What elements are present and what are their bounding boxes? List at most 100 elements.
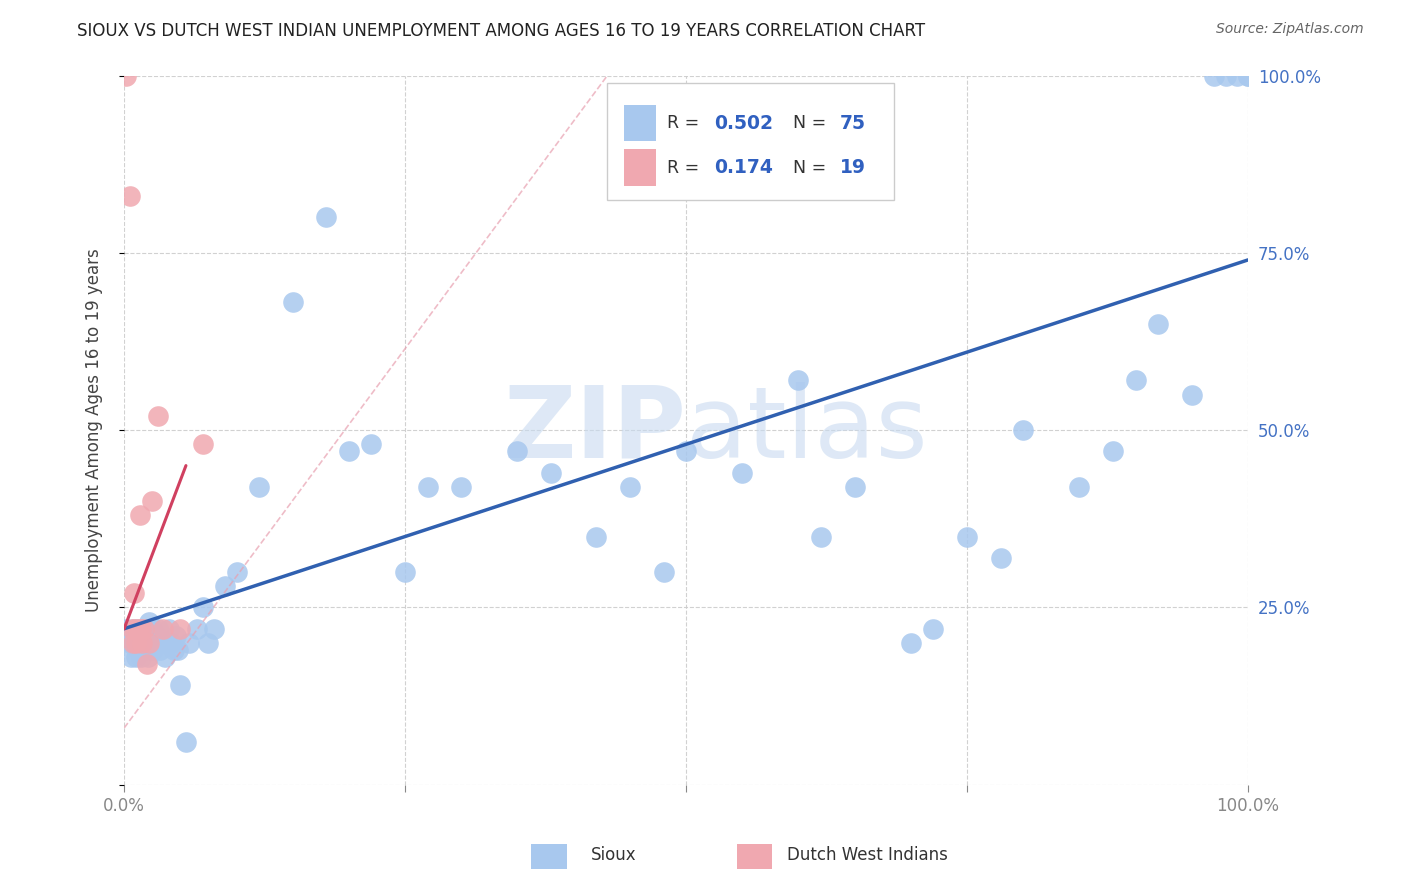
Point bbox=[186, 622, 208, 636]
Point bbox=[124, 622, 146, 636]
Point bbox=[450, 480, 472, 494]
Point bbox=[127, 622, 149, 636]
Text: 75: 75 bbox=[839, 113, 866, 133]
Point bbox=[131, 636, 153, 650]
Point bbox=[179, 636, 201, 650]
Point bbox=[122, 636, 145, 650]
Point bbox=[122, 636, 145, 650]
Text: N =: N = bbox=[793, 159, 831, 177]
Point bbox=[131, 636, 153, 650]
Point bbox=[900, 636, 922, 650]
Point bbox=[142, 643, 165, 657]
Point bbox=[506, 444, 529, 458]
Point bbox=[394, 565, 416, 579]
Point bbox=[167, 643, 190, 657]
Point bbox=[129, 650, 152, 665]
Point bbox=[1102, 444, 1125, 458]
Point bbox=[146, 622, 169, 636]
Point bbox=[1069, 480, 1091, 494]
Point bbox=[1181, 387, 1204, 401]
Text: R =: R = bbox=[666, 114, 704, 132]
Point bbox=[122, 586, 145, 600]
Point bbox=[360, 437, 382, 451]
Text: 0.502: 0.502 bbox=[714, 113, 773, 133]
Point bbox=[132, 622, 155, 636]
Point bbox=[1226, 69, 1249, 83]
Point bbox=[128, 643, 150, 657]
Point bbox=[540, 466, 562, 480]
Point bbox=[990, 550, 1012, 565]
Y-axis label: Unemployment Among Ages 16 to 19 years: Unemployment Among Ages 16 to 19 years bbox=[86, 248, 103, 612]
FancyBboxPatch shape bbox=[624, 104, 655, 142]
Point bbox=[652, 565, 675, 579]
Point bbox=[125, 636, 148, 650]
Text: Dutch West Indians: Dutch West Indians bbox=[787, 846, 948, 863]
Point bbox=[169, 678, 191, 692]
Point bbox=[139, 636, 162, 650]
Point bbox=[150, 636, 173, 650]
Text: ZIP: ZIP bbox=[503, 382, 686, 479]
Point bbox=[141, 494, 163, 508]
Text: N =: N = bbox=[793, 114, 831, 132]
Point bbox=[731, 466, 754, 480]
Point bbox=[247, 480, 270, 494]
Point bbox=[197, 636, 219, 650]
Point bbox=[135, 629, 157, 643]
Point bbox=[115, 622, 138, 636]
Point bbox=[1125, 374, 1147, 388]
Point bbox=[136, 650, 159, 665]
Point bbox=[619, 480, 641, 494]
Point bbox=[157, 622, 180, 636]
Point bbox=[810, 529, 832, 543]
Point bbox=[129, 622, 152, 636]
Point bbox=[174, 735, 197, 749]
Point bbox=[138, 636, 160, 650]
FancyBboxPatch shape bbox=[624, 149, 655, 186]
Point bbox=[162, 643, 184, 657]
Point bbox=[956, 529, 979, 543]
Point bbox=[156, 636, 179, 650]
Point bbox=[127, 622, 149, 636]
Text: 19: 19 bbox=[839, 158, 866, 178]
Point bbox=[146, 409, 169, 423]
Point bbox=[675, 444, 697, 458]
Point bbox=[152, 622, 174, 636]
Point bbox=[585, 529, 607, 543]
Point bbox=[134, 643, 156, 657]
Point bbox=[115, 69, 138, 83]
Text: 0.174: 0.174 bbox=[714, 158, 773, 178]
Point bbox=[120, 650, 142, 665]
Point bbox=[315, 211, 337, 225]
Point bbox=[128, 629, 150, 643]
Point bbox=[191, 437, 214, 451]
Point bbox=[118, 636, 141, 650]
Point bbox=[145, 629, 167, 643]
Text: atlas: atlas bbox=[686, 382, 928, 479]
Point bbox=[1147, 317, 1170, 331]
Point bbox=[141, 622, 163, 636]
Point bbox=[1215, 69, 1237, 83]
Point bbox=[844, 480, 866, 494]
Point bbox=[1237, 69, 1260, 83]
Point bbox=[122, 622, 145, 636]
Point bbox=[169, 622, 191, 636]
Point bbox=[145, 636, 167, 650]
Point bbox=[281, 295, 304, 310]
Point bbox=[225, 565, 247, 579]
Point bbox=[138, 615, 160, 629]
Point bbox=[128, 508, 150, 523]
Point bbox=[922, 622, 945, 636]
Point bbox=[787, 374, 810, 388]
Point bbox=[134, 622, 156, 636]
Point bbox=[191, 600, 214, 615]
Point bbox=[149, 643, 172, 657]
Point bbox=[160, 636, 183, 650]
Text: Source: ZipAtlas.com: Source: ZipAtlas.com bbox=[1216, 22, 1364, 37]
Point bbox=[135, 657, 157, 672]
Text: SIOUX VS DUTCH WEST INDIAN UNEMPLOYMENT AMONG AGES 16 TO 19 YEARS CORRELATION CH: SIOUX VS DUTCH WEST INDIAN UNEMPLOYMENT … bbox=[77, 22, 925, 40]
Point bbox=[121, 622, 143, 636]
Point bbox=[124, 636, 146, 650]
Point bbox=[416, 480, 439, 494]
Point bbox=[153, 650, 176, 665]
Text: R =: R = bbox=[666, 159, 710, 177]
